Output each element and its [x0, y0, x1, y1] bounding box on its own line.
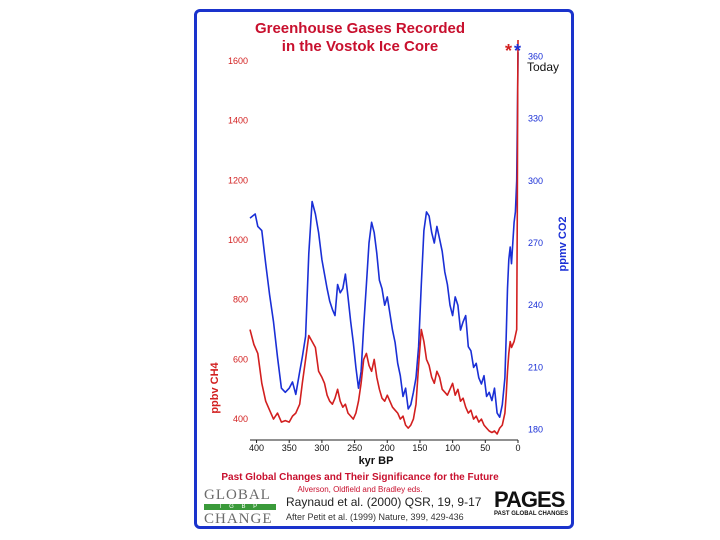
today-ch4-star: *	[505, 41, 512, 61]
left-y-tick-labels: 1600 1400 1200 1000 800 600 400	[228, 56, 248, 424]
footer-editors: Alverson, Oldfield and Bradley eds.	[297, 485, 423, 494]
x-tick-label: 150	[412, 443, 427, 453]
x-tick-label: 0	[515, 443, 520, 453]
co2-line-path	[249, 52, 519, 419]
plot-area	[250, 46, 518, 440]
igbp-bar: I G B P	[204, 504, 276, 510]
right-y-tick-label: 330	[528, 114, 543, 124]
x-tick-label: 200	[380, 443, 395, 453]
footer-book-title: Past Global Changes and Their Significan…	[221, 472, 499, 483]
right-y-axis-label: ppmv CO2	[557, 216, 569, 271]
right-y-tick-label: 240	[528, 300, 543, 310]
x-tick-label: 250	[347, 443, 362, 453]
left-y-axis-label: ppbv CH4	[209, 361, 221, 413]
x-tick-label: 350	[282, 443, 297, 453]
left-y-tick-label: 1400	[228, 116, 248, 126]
today-co2-star: *	[514, 41, 521, 61]
left-y-tick-label: 400	[233, 414, 248, 424]
igbp-text: I G B P	[219, 504, 261, 510]
left-y-tick-label: 1200	[228, 175, 248, 185]
left-y-tick-label: 1600	[228, 56, 248, 66]
right-y-tick-label: 180	[528, 425, 543, 435]
chart-title-line2: in the Vostok Ice Core	[281, 38, 439, 55]
right-y-tick-label: 270	[528, 238, 543, 248]
ch4-series-line	[249, 39, 519, 435]
left-y-tick-label: 1000	[228, 235, 248, 245]
left-y-tick-label: 800	[233, 295, 248, 305]
global-change-logo-top: GLOBAL	[204, 487, 271, 503]
x-tick-label: 50	[480, 443, 490, 453]
x-tick-label: 300	[314, 443, 329, 453]
left-y-tick-label: 600	[233, 354, 248, 364]
chart-title-line1: Greenhouse Gases Recorded	[254, 20, 466, 37]
today-label: Today	[527, 60, 559, 74]
x-tick-labels: 400 350 300 250 200 150 100 50 0	[249, 440, 521, 453]
ch4-line-path	[249, 39, 519, 435]
pages-logo-subtitle: PAST GLOBAL CHANGES	[494, 511, 569, 517]
co2-series-line	[249, 52, 519, 419]
x-axis-label: kyr BP	[359, 455, 394, 467]
pages-logo-text: PAGES	[494, 487, 565, 512]
x-tick-label: 400	[249, 443, 264, 453]
right-y-tick-labels: 360 330 300 270 240 210 180	[528, 51, 543, 434]
right-y-tick-label: 300	[528, 176, 543, 186]
x-tick-label: 100	[445, 443, 460, 453]
citation: Raynaud et al. (2000) QSR, 19, 9-17	[286, 495, 482, 509]
right-y-tick-label: 360	[528, 51, 543, 61]
right-y-tick-label: 210	[528, 362, 543, 372]
citation-source: After Petit et al. (1999) Nature, 399, 4…	[286, 512, 464, 522]
global-change-logo: GLOBAL I G B P CHANGE	[204, 487, 276, 527]
pages-logo: PAGES PAST GLOBAL CHANGES	[494, 487, 568, 517]
global-change-logo-bottom: CHANGE	[204, 511, 273, 527]
